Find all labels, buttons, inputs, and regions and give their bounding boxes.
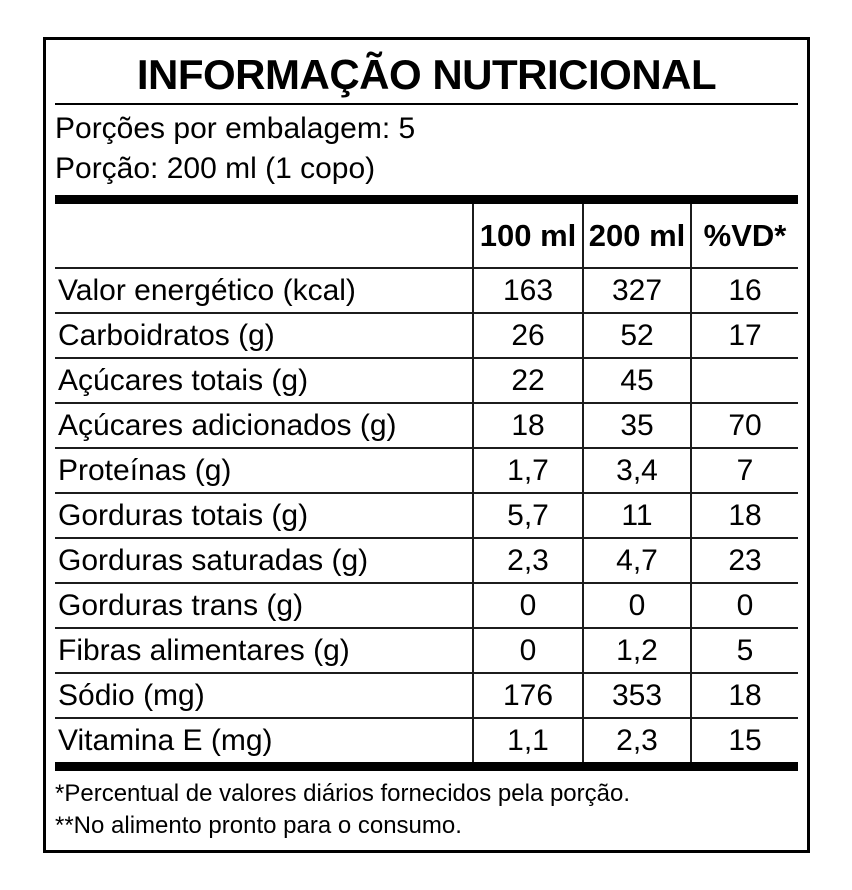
nutrient-label: Proteínas (g) xyxy=(55,448,473,495)
value-200ml: 1,2 xyxy=(582,628,691,675)
value-200ml: 52 xyxy=(582,313,691,360)
value-100ml: 176 xyxy=(472,673,583,720)
value-200ml: 45 xyxy=(582,358,691,405)
nutrient-label: Gorduras trans (g) xyxy=(55,583,473,630)
page-title: INFORMAÇÃO NUTRICIONAL xyxy=(136,51,717,98)
value-100ml: 22 xyxy=(472,358,583,405)
serving-size-text: Porção: 200 ml (1 copo) xyxy=(55,152,376,186)
value-100ml: 0 xyxy=(472,583,583,630)
value-100ml: 1,1 xyxy=(472,718,583,763)
table-row: Açúcares adicionados (g) 18 35 70 xyxy=(55,403,798,450)
footnote-consumption: **No alimento pronto para o consumo. xyxy=(55,812,462,840)
serving-info: Porções por embalagem: 5 Porção: 200 ml … xyxy=(55,109,798,189)
nutrition-label: INFORMAÇÃO NUTRICIONAL Porções por embal… xyxy=(43,37,810,853)
value-vd: 18 xyxy=(690,673,798,720)
value-200ml: 327 xyxy=(582,268,691,315)
bottom-thick-bar xyxy=(55,762,798,772)
top-thick-bar xyxy=(55,195,798,205)
value-200ml: 0 xyxy=(582,583,691,630)
value-100ml: 18 xyxy=(472,403,583,450)
table-row: Gorduras trans (g) 0 0 0 xyxy=(55,583,798,630)
value-200ml: 2,3 xyxy=(582,718,691,763)
table-row: Gorduras totais (g) 5,7 11 18 xyxy=(55,493,798,540)
table-row: Carboidratos (g) 26 52 17 xyxy=(55,313,798,360)
value-200ml: 4,7 xyxy=(582,538,691,585)
header-100ml: 100 ml xyxy=(472,204,583,270)
servings-per-package-text: Porções por embalagem: 5 xyxy=(55,112,416,146)
value-vd: 17 xyxy=(690,313,798,360)
value-vd: 23 xyxy=(690,538,798,585)
table-row: Gorduras saturadas (g) 2,3 4,7 23 xyxy=(55,538,798,585)
nutrient-label: Valor energético (kcal) xyxy=(55,268,473,315)
table-row: Fibras alimentares (g) 0 1,2 5 xyxy=(55,628,798,675)
footnotes: *Percentual de valores diários fornecido… xyxy=(55,778,798,842)
value-vd: 18 xyxy=(690,493,798,540)
table-row: Açúcares totais (g) 22 45 xyxy=(55,358,798,405)
title-divider xyxy=(55,103,798,106)
value-200ml: 353 xyxy=(582,673,691,720)
table-body: Valor energético (kcal) 163 327 16 Carboidra… xyxy=(55,268,798,763)
footnote-daily-values: *Percentual de valores diários fornecido… xyxy=(55,780,631,808)
nutrient-label: Carboidratos (g) xyxy=(55,313,473,360)
value-vd: 70 xyxy=(690,403,798,450)
header-nutrient-blank xyxy=(55,204,473,270)
header-200ml: 200 ml xyxy=(582,204,691,270)
value-100ml: 0 xyxy=(472,628,583,675)
nutrition-table: 100 ml 200 ml %VD* Valor energético (kca… xyxy=(55,204,798,763)
value-100ml: 5,7 xyxy=(472,493,583,540)
table-row: Sódio (mg) 176 353 18 xyxy=(55,673,798,720)
value-vd xyxy=(690,358,798,405)
table-row: Valor energético (kcal) 163 327 16 xyxy=(55,268,798,315)
value-vd: 15 xyxy=(690,718,798,763)
value-200ml: 3,4 xyxy=(582,448,691,495)
table-row: Proteínas (g) 1,7 3,4 7 xyxy=(55,448,798,495)
value-vd: 7 xyxy=(690,448,798,495)
value-vd: 5 xyxy=(690,628,798,675)
nutrient-label: Gorduras totais (g) xyxy=(55,493,473,540)
value-vd: 0 xyxy=(690,583,798,630)
header-percent-vd: %VD* xyxy=(690,204,798,270)
nutrient-label: Sódio (mg) xyxy=(55,673,473,720)
value-100ml: 163 xyxy=(472,268,583,315)
value-vd: 16 xyxy=(690,268,798,315)
nutrient-label: Gorduras saturadas (g) xyxy=(55,538,473,585)
table-header-row: 100 ml 200 ml %VD* xyxy=(55,204,798,270)
value-200ml: 35 xyxy=(582,403,691,450)
nutrient-label: Vitamina E (mg) xyxy=(58,723,273,757)
value-100ml: 26 xyxy=(472,313,583,360)
value-100ml: 1,7 xyxy=(472,448,583,495)
value-100ml: 2,3 xyxy=(472,538,583,585)
nutrient-label: Açúcares adicionados (g) xyxy=(55,403,473,450)
table-row: Vitamina E (mg) 1,1 2,3 15 xyxy=(55,718,798,763)
nutrient-label: Açúcares totais (g) xyxy=(55,358,473,405)
nutrient-label: Fibras alimentares (g) xyxy=(55,628,473,675)
value-200ml: 11 xyxy=(582,493,691,540)
